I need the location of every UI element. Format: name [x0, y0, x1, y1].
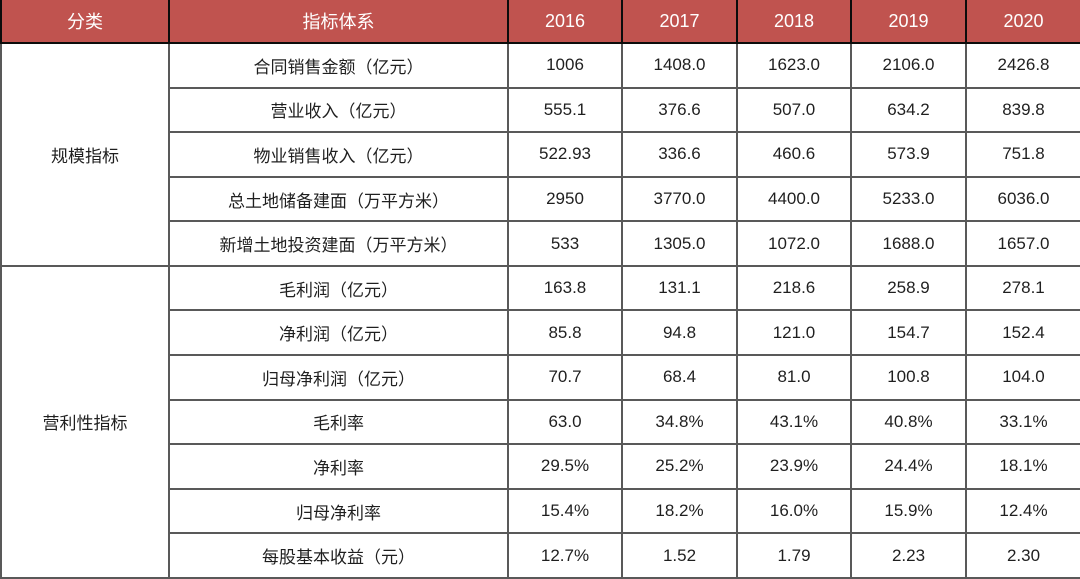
table-row: 营利性指标 毛利润（亿元） 163.8 131.1 218.6 258.9 27…	[0, 264, 1080, 579]
value-cell: 18.2%	[621, 487, 738, 535]
value-cell: 460.6	[736, 131, 852, 178]
value-cell: 1305.0	[621, 220, 738, 267]
value-cell: 29.5%	[507, 443, 623, 490]
value-cell: 6036.0	[965, 175, 1080, 223]
value-cell: 3770.0	[621, 175, 738, 223]
value-cell: 18.1%	[965, 443, 1080, 490]
value-cell: 63.0	[507, 398, 623, 446]
table-row: 归母净利润（亿元） 70.7 68.4 81.0 100.8 104.0	[1, 354, 1080, 401]
value-cell: 33.1%	[965, 398, 1080, 446]
value-cell: 163.8	[507, 264, 623, 312]
indicator-cell: 净利润（亿元）	[168, 309, 509, 357]
value-cell: 218.6	[736, 264, 852, 312]
column-header-year-2019: 2019	[850, 0, 967, 44]
indicator-cell: 营业收入（亿元）	[168, 86, 509, 134]
value-cell: 16.0%	[736, 487, 852, 535]
value-cell: 94.8	[621, 309, 738, 357]
value-cell: 1006	[507, 42, 623, 89]
value-cell: 43.1%	[736, 398, 852, 446]
value-cell: 23.9%	[736, 443, 852, 490]
value-cell: 131.1	[621, 264, 738, 312]
indicator-cell: 净利率	[168, 443, 509, 490]
value-cell: 573.9	[850, 131, 967, 178]
value-cell: 81.0	[736, 354, 852, 401]
column-header-year-2016: 2016	[507, 0, 623, 44]
column-header-year-2017: 2017	[621, 0, 738, 44]
value-cell: 121.0	[736, 309, 852, 357]
value-cell: 634.2	[850, 86, 967, 134]
value-cell: 5233.0	[850, 175, 967, 223]
value-cell: 104.0	[965, 354, 1080, 401]
category-cell-scale: 规模指标	[0, 42, 170, 267]
indicator-cell: 物业销售收入（亿元）	[168, 131, 509, 178]
table-row: 毛利率 63.0 34.8% 43.1% 40.8% 33.1%	[1, 398, 1080, 446]
value-cell: 336.6	[621, 131, 738, 178]
value-cell: 2950	[507, 175, 623, 223]
column-header-year-2018: 2018	[736, 0, 852, 44]
value-cell: 522.93	[507, 131, 623, 178]
value-cell: 1657.0	[965, 220, 1080, 267]
value-cell: 839.8	[965, 86, 1080, 134]
indicator-cell: 毛利率	[168, 398, 509, 446]
value-cell: 1072.0	[736, 220, 852, 267]
value-cell: 2.30	[965, 532, 1080, 579]
value-cell: 12.7%	[507, 532, 623, 579]
indicator-cell: 总土地储备建面（万平方米）	[168, 175, 509, 223]
value-cell: 2426.8	[965, 42, 1080, 89]
value-cell: 533	[507, 220, 623, 267]
value-cell: 85.8	[507, 309, 623, 357]
indicator-cell: 归母净利润（亿元）	[168, 354, 509, 401]
value-cell: 751.8	[965, 131, 1080, 178]
value-cell: 100.8	[850, 354, 967, 401]
table-row: 总土地储备建面（万平方米） 2950 3770.0 4400.0 5233.0 …	[1, 175, 1080, 223]
value-cell: 25.2%	[621, 443, 738, 490]
value-cell: 2.23	[850, 532, 967, 579]
value-cell: 278.1	[965, 264, 1080, 312]
table-row: 新增土地投资建面（万平方米） 533 1305.0 1072.0 1688.0 …	[1, 220, 1080, 267]
table-row: 物业销售收入（亿元） 522.93 336.6 460.6 573.9 751.…	[1, 131, 1080, 178]
value-cell: 68.4	[621, 354, 738, 401]
column-header-category: 分类	[0, 0, 170, 44]
table-row: 规模指标 合同销售金额（亿元） 1006 1408.0 1623.0 2106.…	[0, 42, 1080, 267]
indicator-cell: 每股基本收益（元）	[168, 532, 509, 579]
value-cell: 152.4	[965, 309, 1080, 357]
indicator-cell: 毛利润（亿元）	[168, 264, 509, 312]
table-row: 净利润（亿元） 85.8 94.8 121.0 154.7 152.4	[1, 309, 1080, 357]
header-row: 分类 指标体系 2016 2017 2018 2019 2020	[0, 0, 1080, 44]
value-cell: 507.0	[736, 86, 852, 134]
value-cell: 258.9	[850, 264, 967, 312]
column-header-year-2020: 2020	[965, 0, 1080, 44]
value-cell: 40.8%	[850, 398, 967, 446]
value-cell: 1.52	[621, 532, 738, 579]
indicator-cell: 新增土地投资建面（万平方米）	[168, 220, 509, 267]
indicator-cell: 归母净利率	[168, 487, 509, 535]
value-cell: 15.9%	[850, 487, 967, 535]
value-cell: 555.1	[507, 86, 623, 134]
table-row: 净利率 29.5% 25.2% 23.9% 24.4% 18.1%	[1, 443, 1080, 490]
column-header-indicator: 指标体系	[168, 0, 509, 44]
category-cell-profitability: 营利性指标	[0, 264, 170, 579]
value-cell: 12.4%	[965, 487, 1080, 535]
value-cell: 1408.0	[621, 42, 738, 89]
value-cell: 70.7	[507, 354, 623, 401]
table-row: 归母净利率 15.4% 18.2% 16.0% 15.9% 12.4%	[1, 487, 1080, 535]
value-cell: 34.8%	[621, 398, 738, 446]
value-cell: 4400.0	[736, 175, 852, 223]
table-row: 每股基本收益（元） 12.7% 1.52 1.79 2.23 2.30	[1, 532, 1080, 579]
value-cell: 154.7	[850, 309, 967, 357]
value-cell: 2106.0	[850, 42, 967, 89]
table-row: 营业收入（亿元） 555.1 376.6 507.0 634.2 839.8	[1, 86, 1080, 134]
indicator-cell: 合同销售金额（亿元）	[168, 42, 509, 89]
value-cell: 15.4%	[507, 487, 623, 535]
value-cell: 1.79	[736, 532, 852, 579]
value-cell: 24.4%	[850, 443, 967, 490]
value-cell: 1623.0	[736, 42, 852, 89]
value-cell: 1688.0	[850, 220, 967, 267]
value-cell: 376.6	[621, 86, 738, 134]
